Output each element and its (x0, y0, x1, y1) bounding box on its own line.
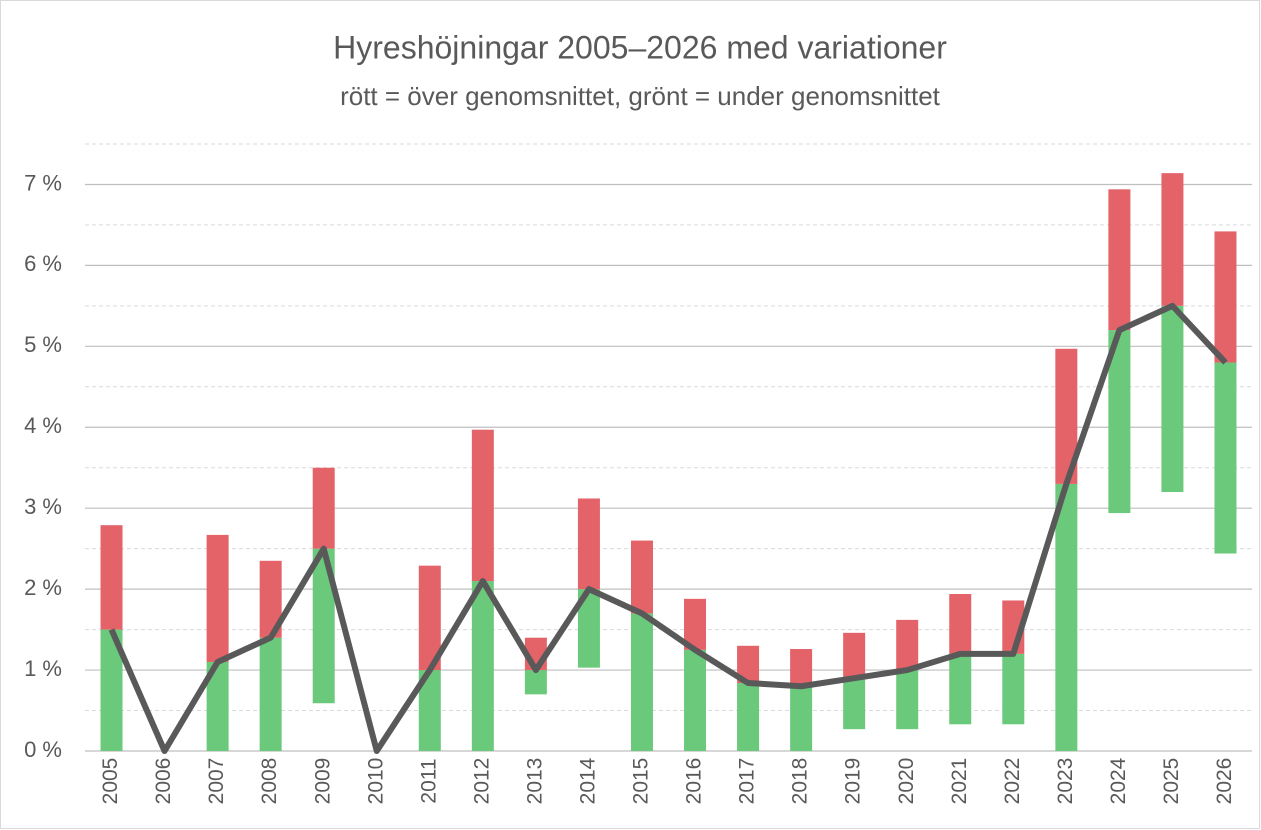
y-tick-label: 5 % (24, 332, 62, 357)
x-tick-label: 2013 (523, 758, 546, 805)
chart-title: Hyreshöjningar 2005–2026 med variationer (333, 29, 947, 65)
y-tick-label: 6 % (24, 251, 62, 276)
x-tick-label: 2017 (736, 758, 759, 805)
bar-above-average (790, 649, 813, 687)
x-tick-label: 2010 (364, 758, 387, 805)
bar-above-average (471, 429, 494, 582)
bar-below-average (312, 548, 335, 704)
chart-subtitle: rött = över genomsnittet, grönt = under … (340, 81, 941, 111)
bar-above-average (206, 534, 229, 662)
bar-above-average (1055, 348, 1078, 484)
y-tick-label: 7 % (24, 170, 62, 195)
bar-above-average (1108, 189, 1131, 331)
bar-below-average (843, 678, 866, 730)
x-tick-label: 2022 (1001, 758, 1024, 805)
bar-above-average (843, 632, 866, 679)
bar-below-average (259, 637, 282, 751)
bar-below-average (684, 649, 707, 751)
bar-below-average (206, 661, 229, 751)
bar-below-average (1214, 362, 1237, 554)
bar-below-average (1055, 483, 1078, 751)
bar-above-average (630, 540, 653, 614)
bar-below-average (737, 683, 760, 751)
bar-above-average (312, 467, 335, 549)
x-tick-label: 2021 (948, 758, 971, 805)
bar-below-average (1108, 330, 1131, 514)
y-tick-label: 0 % (24, 737, 62, 762)
bar-above-average (684, 598, 707, 650)
x-tick-label: 2008 (258, 758, 281, 805)
y-tick-label: 1 % (24, 656, 62, 681)
bar-below-average (1002, 653, 1025, 725)
y-tick-label: 2 % (24, 575, 62, 600)
x-tick-label: 2006 (152, 758, 175, 805)
y-tick-label: 3 % (24, 494, 62, 519)
bar-above-average (949, 593, 972, 654)
bar-below-average (100, 629, 123, 751)
x-tick-label: 2025 (1160, 758, 1183, 805)
bar-below-average (896, 670, 919, 730)
bar-below-average (471, 581, 494, 751)
average-line (108, 302, 1228, 754)
bar-above-average (577, 498, 600, 590)
bar-below-average (790, 686, 813, 751)
x-tick-label: 2023 (1054, 758, 1077, 805)
bar-below-average (949, 653, 972, 725)
bar-below-average (577, 589, 600, 668)
y-tick-label: 4 % (24, 413, 62, 438)
bar-below-average (418, 670, 441, 751)
x-tick-label: 2012 (470, 758, 493, 805)
x-tick-label: 2024 (1107, 757, 1130, 804)
x-tick-label: 2020 (895, 758, 918, 805)
x-tick-label: 2018 (789, 758, 812, 805)
bar-above-average (1214, 231, 1237, 363)
bar-above-average (259, 560, 282, 638)
bar-above-average (418, 565, 441, 671)
x-tick-label: 2009 (311, 758, 334, 805)
x-tick-label: 2007 (205, 758, 228, 805)
bar-below-average (1161, 305, 1184, 493)
bar-above-average (100, 525, 123, 630)
x-tick-label: 2016 (683, 758, 706, 805)
bar-above-average (737, 645, 760, 684)
bar-below-average (524, 670, 547, 695)
x-tick-label: 2019 (842, 758, 865, 805)
x-tick-label: 2011 (417, 758, 440, 803)
bar-below-average (630, 613, 653, 751)
x-tick-label: 2014 (576, 757, 599, 804)
x-tick-label: 2005 (99, 758, 122, 805)
x-tick-label: 2015 (630, 758, 653, 805)
bar-above-average (896, 619, 919, 671)
x-tick-label: 2026 (1213, 758, 1236, 805)
bar-above-average (1161, 173, 1184, 306)
